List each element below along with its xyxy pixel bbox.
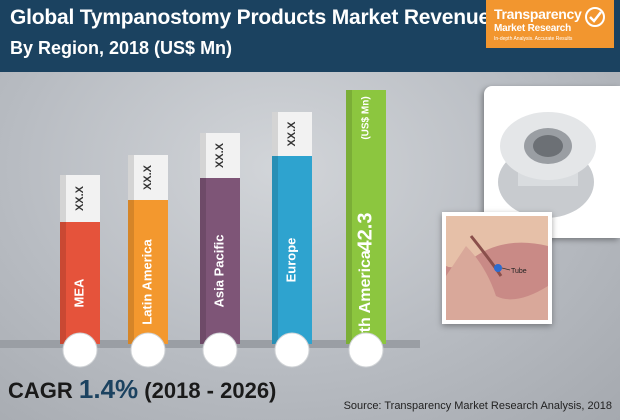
ear-tube-illustration: Tube bbox=[446, 216, 548, 320]
bar-base-knob-mea bbox=[62, 332, 98, 368]
data-label-europe: XX.X bbox=[286, 121, 298, 147]
bar-base-knob-latin-america bbox=[130, 332, 166, 368]
bar-cap-mea bbox=[60, 175, 100, 222]
category-label-mea: MEA bbox=[71, 278, 86, 308]
tube-device-illustration bbox=[498, 112, 596, 218]
bar-cap-europe bbox=[272, 112, 312, 156]
bar-base-knob-asia-pacific bbox=[202, 332, 238, 368]
company-logo: Transparency Market Research In-depth An… bbox=[486, 0, 614, 48]
cagr-value: 1.4% bbox=[78, 374, 139, 404]
category-label-latin-america: Latin America bbox=[139, 238, 154, 324]
cagr-label: CAGR bbox=[8, 378, 73, 403]
bar-shade-north-america bbox=[346, 90, 352, 344]
data-label-mea: XX.X bbox=[74, 185, 86, 211]
logo-tagline: In-depth Analysis. Accurate Results bbox=[494, 36, 573, 42]
bar-north-america bbox=[346, 134, 386, 344]
bar-cap-north-america bbox=[346, 90, 386, 134]
data-label-latin-america: XX.X bbox=[142, 164, 154, 190]
bar-base-knob-europe bbox=[274, 332, 310, 368]
bar-base-knob-north-america bbox=[348, 332, 384, 368]
data-label-asia-pacific: XX.X bbox=[214, 142, 226, 168]
ear-tube-label: Tube bbox=[511, 268, 527, 275]
bar-shade-mea bbox=[60, 175, 66, 344]
chart-subtitle: By Region, 2018 (US$ Mn) bbox=[10, 38, 233, 58]
ear-anatomy-image: Tube bbox=[442, 212, 552, 324]
category-label-europe: Europe bbox=[283, 238, 298, 283]
bar-cap-asia-pacific bbox=[200, 133, 240, 178]
bar-shade-asia-pacific bbox=[200, 133, 206, 344]
bar-shade-latin-america bbox=[128, 155, 134, 344]
tympanostomy-tube-image bbox=[484, 86, 620, 238]
bar-latin-america bbox=[128, 200, 168, 344]
logo-name-line1: Transparency bbox=[494, 6, 582, 22]
bar-asia-pacific bbox=[200, 178, 240, 344]
logo-name-line2: Market Research bbox=[494, 23, 572, 34]
category-label-asia-pacific: Asia Pacific bbox=[211, 235, 226, 308]
cagr-line: CAGR 1.4% (2018 - 2026) bbox=[8, 374, 276, 405]
bar-mea bbox=[60, 222, 100, 344]
data-label-north-america: 42.3 bbox=[354, 213, 376, 252]
unit-label-north-america: (US$ Mn) bbox=[361, 96, 372, 139]
bar-cap-latin-america bbox=[128, 155, 168, 200]
cagr-period: (2018 - 2026) bbox=[144, 378, 277, 403]
category-label-north-america: North America bbox=[357, 250, 374, 360]
bar-shade-europe bbox=[272, 112, 278, 344]
bar-europe bbox=[272, 156, 312, 344]
check-badge-icon bbox=[585, 7, 605, 27]
source-note: Source: Transparency Market Research Ana… bbox=[343, 400, 612, 412]
chart-title: Global Tympanostomy Products Market Reve… bbox=[10, 6, 490, 29]
header-banner: Global Tympanostomy Products Market Reve… bbox=[0, 0, 620, 72]
